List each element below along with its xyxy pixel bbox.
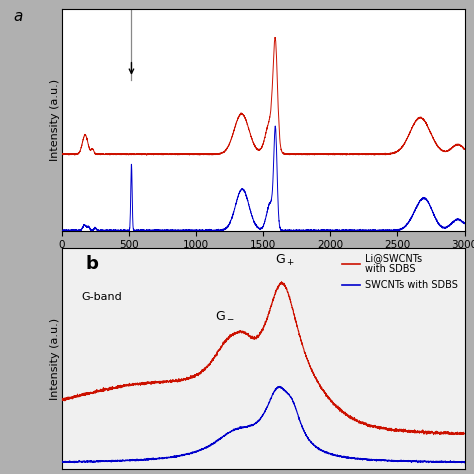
Legend: Li@SWCNTs
with SDBS, SWCNTs with SDBS: Li@SWCNTs with SDBS, SWCNTs with SDBS (340, 251, 460, 292)
Text: G$_+$: G$_+$ (275, 253, 295, 268)
Y-axis label: Intensity (a.u.): Intensity (a.u.) (50, 318, 60, 400)
Text: G-band: G-band (82, 292, 122, 302)
Text: G$_-$: G$_-$ (215, 308, 235, 321)
Text: b: b (86, 255, 99, 273)
Y-axis label: Intensity (a.u.): Intensity (a.u.) (50, 79, 60, 161)
Text: a: a (13, 9, 23, 25)
X-axis label: Wavenumber (cm$^{-1}$): Wavenumber (cm$^{-1}$) (198, 253, 328, 271)
